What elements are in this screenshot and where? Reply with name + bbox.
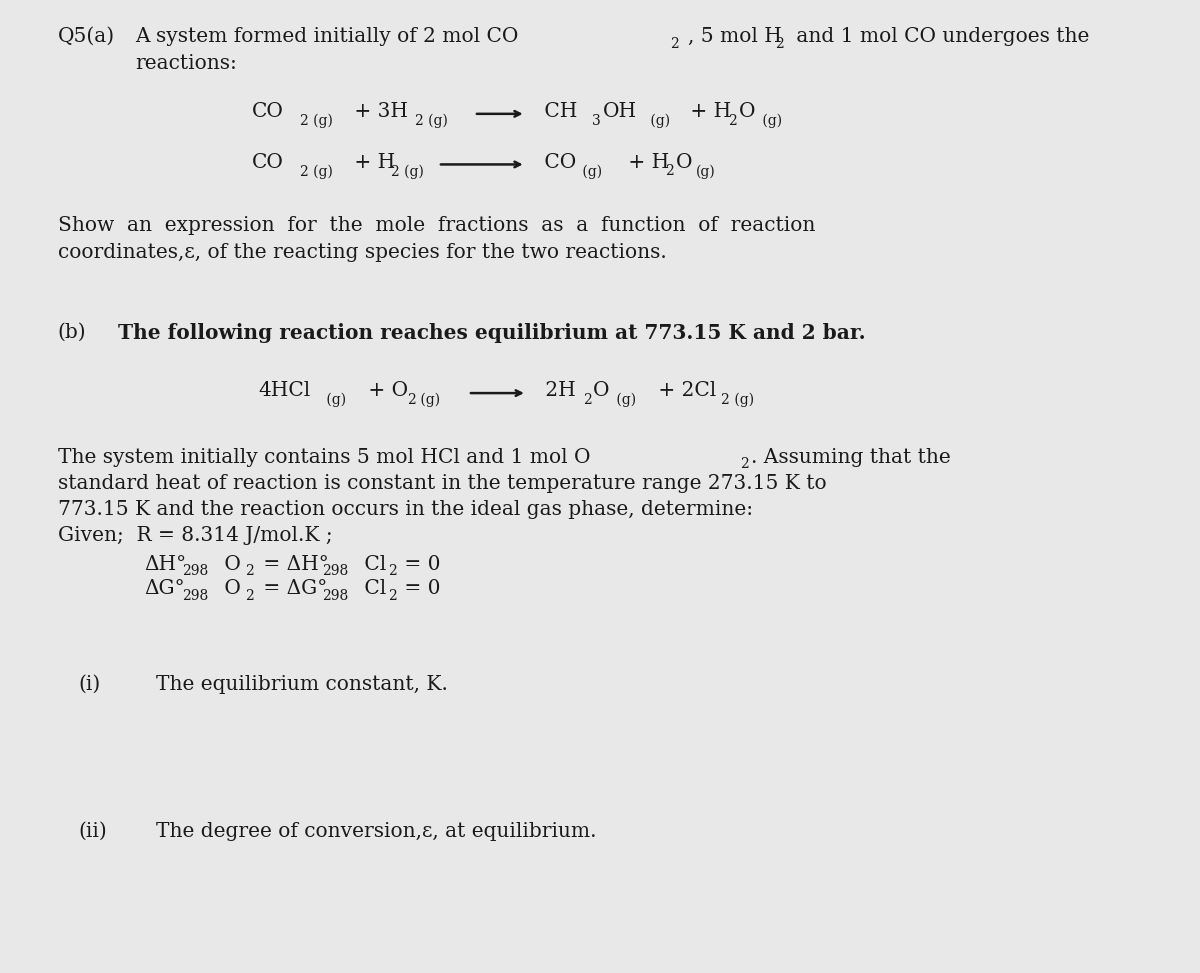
Text: (g): (g)	[758, 114, 782, 128]
Text: 4HCl: 4HCl	[258, 381, 311, 401]
Text: coordinates,ε, of the reacting species for the two reactions.: coordinates,ε, of the reacting species f…	[58, 243, 666, 263]
Text: (g): (g)	[416, 393, 440, 408]
Text: = ΔG°: = ΔG°	[257, 579, 328, 598]
Text: ΔH°: ΔH°	[144, 555, 186, 574]
Text: 2 (g): 2 (g)	[415, 114, 448, 128]
Text: Q5(a): Q5(a)	[58, 27, 115, 47]
Text: 2 (g): 2 (g)	[300, 164, 332, 179]
Text: . Assuming that the: . Assuming that the	[751, 448, 950, 467]
Text: O: O	[739, 102, 756, 122]
Text: OH: OH	[602, 102, 636, 122]
Text: = 0: = 0	[398, 579, 440, 598]
Text: 2: 2	[407, 393, 415, 407]
Text: , 5 mol H: , 5 mol H	[688, 27, 781, 47]
Text: 2: 2	[245, 564, 253, 578]
Text: + H: + H	[622, 153, 668, 172]
Text: CO: CO	[252, 102, 284, 122]
Text: 2: 2	[583, 393, 592, 407]
Text: + 2Cl: + 2Cl	[652, 381, 716, 401]
Text: = 0: = 0	[398, 555, 440, 574]
Text: (g): (g)	[612, 393, 636, 408]
Text: Show  an  expression  for  the  mole  fractions  as  a  function  of  reaction: Show an expression for the mole fraction…	[58, 216, 815, 235]
Text: + H: + H	[684, 102, 731, 122]
Text: Cl: Cl	[358, 555, 386, 574]
Text: 2: 2	[245, 589, 253, 602]
Text: 298: 298	[322, 564, 348, 578]
Text: O: O	[593, 381, 610, 401]
Text: The following reaction reaches equilibrium at 773.15 K and 2 bar.: The following reaction reaches equilibri…	[118, 323, 865, 343]
Text: 2 (g): 2 (g)	[391, 164, 424, 179]
Text: 2 (g): 2 (g)	[300, 114, 332, 128]
Text: (g): (g)	[730, 393, 754, 408]
Text: 2: 2	[670, 37, 678, 51]
Text: 2: 2	[740, 457, 749, 471]
Text: O: O	[676, 153, 692, 172]
Text: (i): (i)	[78, 675, 101, 695]
Text: (b): (b)	[58, 323, 86, 342]
Text: (ii): (ii)	[78, 822, 107, 842]
Text: (g): (g)	[646, 114, 670, 128]
Text: 2: 2	[728, 114, 737, 127]
Text: = ΔH°: = ΔH°	[257, 555, 329, 574]
Text: (g): (g)	[578, 164, 602, 179]
Text: 2: 2	[388, 589, 396, 602]
Text: 2H: 2H	[539, 381, 576, 401]
Text: standard heat of reaction is constant in the temperature range 273.15 K to: standard heat of reaction is constant in…	[58, 474, 827, 493]
Text: reactions:: reactions:	[136, 54, 238, 73]
Text: The system initially contains 5 mol HCl and 1 mol O: The system initially contains 5 mol HCl …	[58, 448, 590, 467]
Text: Cl: Cl	[358, 579, 386, 598]
Text: CO: CO	[538, 153, 576, 172]
Text: A system formed initially of 2 mol CO: A system formed initially of 2 mol CO	[136, 27, 518, 47]
Text: O: O	[218, 555, 241, 574]
Text: 2: 2	[388, 564, 396, 578]
Text: (g): (g)	[322, 393, 346, 408]
Text: 773.15 K and the reaction occurs in the ideal gas phase, determine:: 773.15 K and the reaction occurs in the …	[58, 500, 752, 520]
Text: 298: 298	[322, 589, 348, 602]
Text: The equilibrium constant, K.: The equilibrium constant, K.	[156, 675, 448, 695]
Text: 3: 3	[592, 114, 600, 127]
Text: 2: 2	[665, 164, 673, 178]
Text: The degree of conversion,ε, at equilibrium.: The degree of conversion,ε, at equilibri…	[156, 822, 596, 842]
Text: + H: + H	[348, 153, 395, 172]
Text: 298: 298	[182, 564, 209, 578]
Text: and 1 mol CO undergoes the: and 1 mol CO undergoes the	[790, 27, 1088, 47]
Text: ΔG°: ΔG°	[144, 579, 185, 598]
Text: 2: 2	[775, 37, 784, 51]
Text: (g): (g)	[696, 164, 715, 179]
Text: 2: 2	[720, 393, 728, 407]
Text: 298: 298	[182, 589, 209, 602]
Text: CH: CH	[538, 102, 577, 122]
Text: + 3H: + 3H	[348, 102, 408, 122]
Text: O: O	[218, 579, 241, 598]
Text: Given;  R = 8.314 J/mol.K ;: Given; R = 8.314 J/mol.K ;	[58, 526, 332, 546]
Text: + O: + O	[362, 381, 408, 401]
Text: CO: CO	[252, 153, 284, 172]
